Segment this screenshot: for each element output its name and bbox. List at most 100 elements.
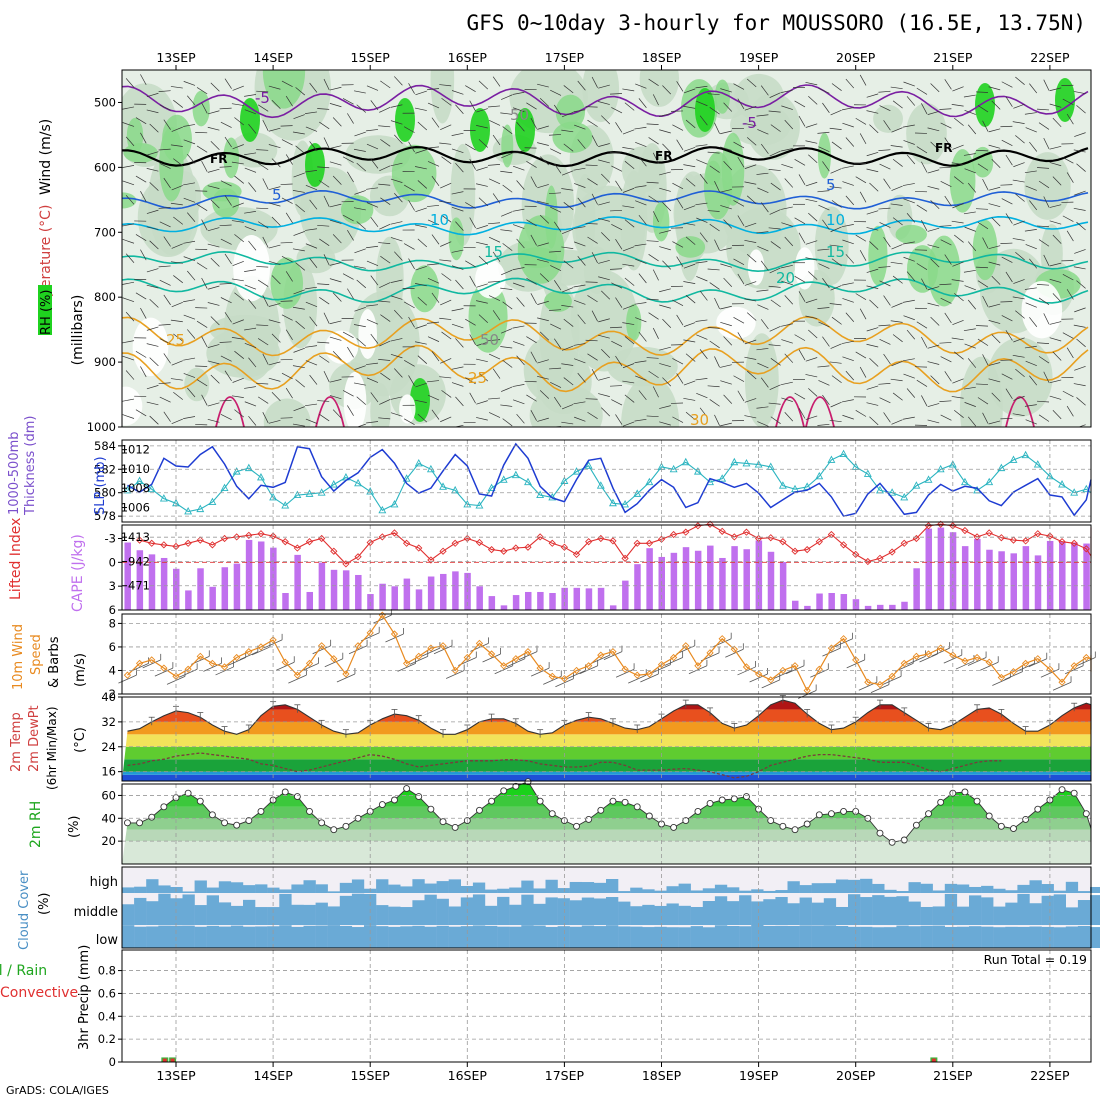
li-point <box>354 553 362 561</box>
rh-point <box>815 811 823 819</box>
cape-bar <box>415 589 423 610</box>
rh-contour-mid <box>545 185 558 249</box>
wind-barb <box>248 357 257 368</box>
rh-contour-mid <box>544 290 572 312</box>
temp-units-label: (°C) <box>73 727 88 753</box>
wind-barb <box>1076 105 1086 114</box>
wind-barb <box>601 115 611 125</box>
wind-barb <box>478 80 489 90</box>
cloud-bar <box>424 894 437 925</box>
wind-barb <box>769 267 781 274</box>
rh-band <box>122 829 1091 842</box>
wind-barb <box>158 323 171 326</box>
li-point <box>366 538 374 547</box>
wind-barb <box>1062 273 1074 281</box>
wind-barb <box>916 263 928 271</box>
cloud-bar <box>581 882 595 893</box>
cape-bar <box>998 551 1005 610</box>
wind-barb <box>125 78 135 88</box>
cloud-bar <box>763 925 776 948</box>
wind-barb <box>737 332 745 343</box>
wind-barb <box>244 327 257 331</box>
isotherm-35 <box>315 396 345 427</box>
cloud-bar <box>1053 894 1066 925</box>
wind-barb <box>609 93 623 95</box>
wind-barb <box>1074 365 1086 371</box>
wind-barb <box>988 86 1001 91</box>
cloud-bar <box>1053 927 1066 948</box>
wind-barb <box>347 230 354 241</box>
wind-barb <box>859 250 867 261</box>
cape-bar <box>876 604 884 610</box>
wind-barb <box>187 212 196 223</box>
wind-barb <box>196 379 208 387</box>
wind-barb <box>855 234 867 242</box>
li-point <box>487 545 496 554</box>
wind-barb <box>757 187 769 193</box>
wind-barb <box>733 317 745 324</box>
wind-barb <box>805 240 818 245</box>
wind-barb <box>332 234 342 244</box>
wind-barb <box>455 396 464 407</box>
wind-barb <box>784 353 794 363</box>
wind-barb <box>516 413 525 424</box>
wind-barb <box>142 659 161 669</box>
wind-barb <box>187 270 196 281</box>
rh-contour-mid <box>202 181 242 202</box>
wind-barb <box>323 137 330 149</box>
wind-barb <box>891 360 903 367</box>
cloud-bar <box>122 925 135 948</box>
rh-point <box>257 807 265 815</box>
wind-speed-point <box>900 659 908 668</box>
thickness-point <box>985 477 994 486</box>
wind-barb <box>440 124 452 130</box>
wind-barb <box>944 195 952 207</box>
wind-barb <box>394 251 403 261</box>
wind-barb <box>769 209 781 215</box>
wind-barb <box>696 100 708 107</box>
wind-barb <box>951 162 964 165</box>
wind-barb <box>268 202 281 207</box>
wind-barb <box>476 283 488 288</box>
rh-contour-low <box>873 104 903 133</box>
wind-speed-point <box>281 658 289 666</box>
li-point <box>560 543 569 551</box>
wind-barb <box>982 354 989 366</box>
wind-barb <box>482 653 501 663</box>
wind-barb <box>122 239 135 244</box>
cloud-bar <box>618 891 631 893</box>
slp-frame <box>121 439 1092 523</box>
wind-barb <box>1052 410 1062 420</box>
wind-barb <box>135 117 147 125</box>
wind-barb <box>244 94 257 97</box>
slp-tick-label: 1010 <box>121 462 150 476</box>
wind-barb <box>869 124 879 134</box>
wind-barb <box>201 102 208 114</box>
wind-barb <box>170 261 183 264</box>
temp-axis-label: 2m DewPt <box>27 705 42 772</box>
li-tick-label: -3 <box>105 532 116 546</box>
wind-barb <box>257 221 269 229</box>
thickness-point <box>997 463 1006 472</box>
wind-barb <box>818 321 830 328</box>
cape-bar <box>245 539 253 610</box>
wind-barb <box>805 357 818 362</box>
wind-barb <box>440 182 452 189</box>
cloud-bar <box>158 925 171 948</box>
wind-barb <box>648 253 659 262</box>
wind-barb <box>769 326 781 332</box>
wind-barb <box>356 423 366 427</box>
wind-barb <box>829 303 842 306</box>
cloud-bar <box>714 896 728 925</box>
wind-barb <box>135 350 147 358</box>
wind-barb <box>553 221 562 232</box>
cloud-bar <box>690 906 703 925</box>
wind-barb <box>624 277 635 286</box>
wind-barb <box>940 180 952 187</box>
wind-barb <box>577 197 586 208</box>
wind-barb <box>379 223 391 230</box>
wind-barb <box>866 227 879 231</box>
wind-barb <box>1029 317 1038 327</box>
wind-barb <box>305 345 318 348</box>
wind-barb <box>285 387 293 399</box>
